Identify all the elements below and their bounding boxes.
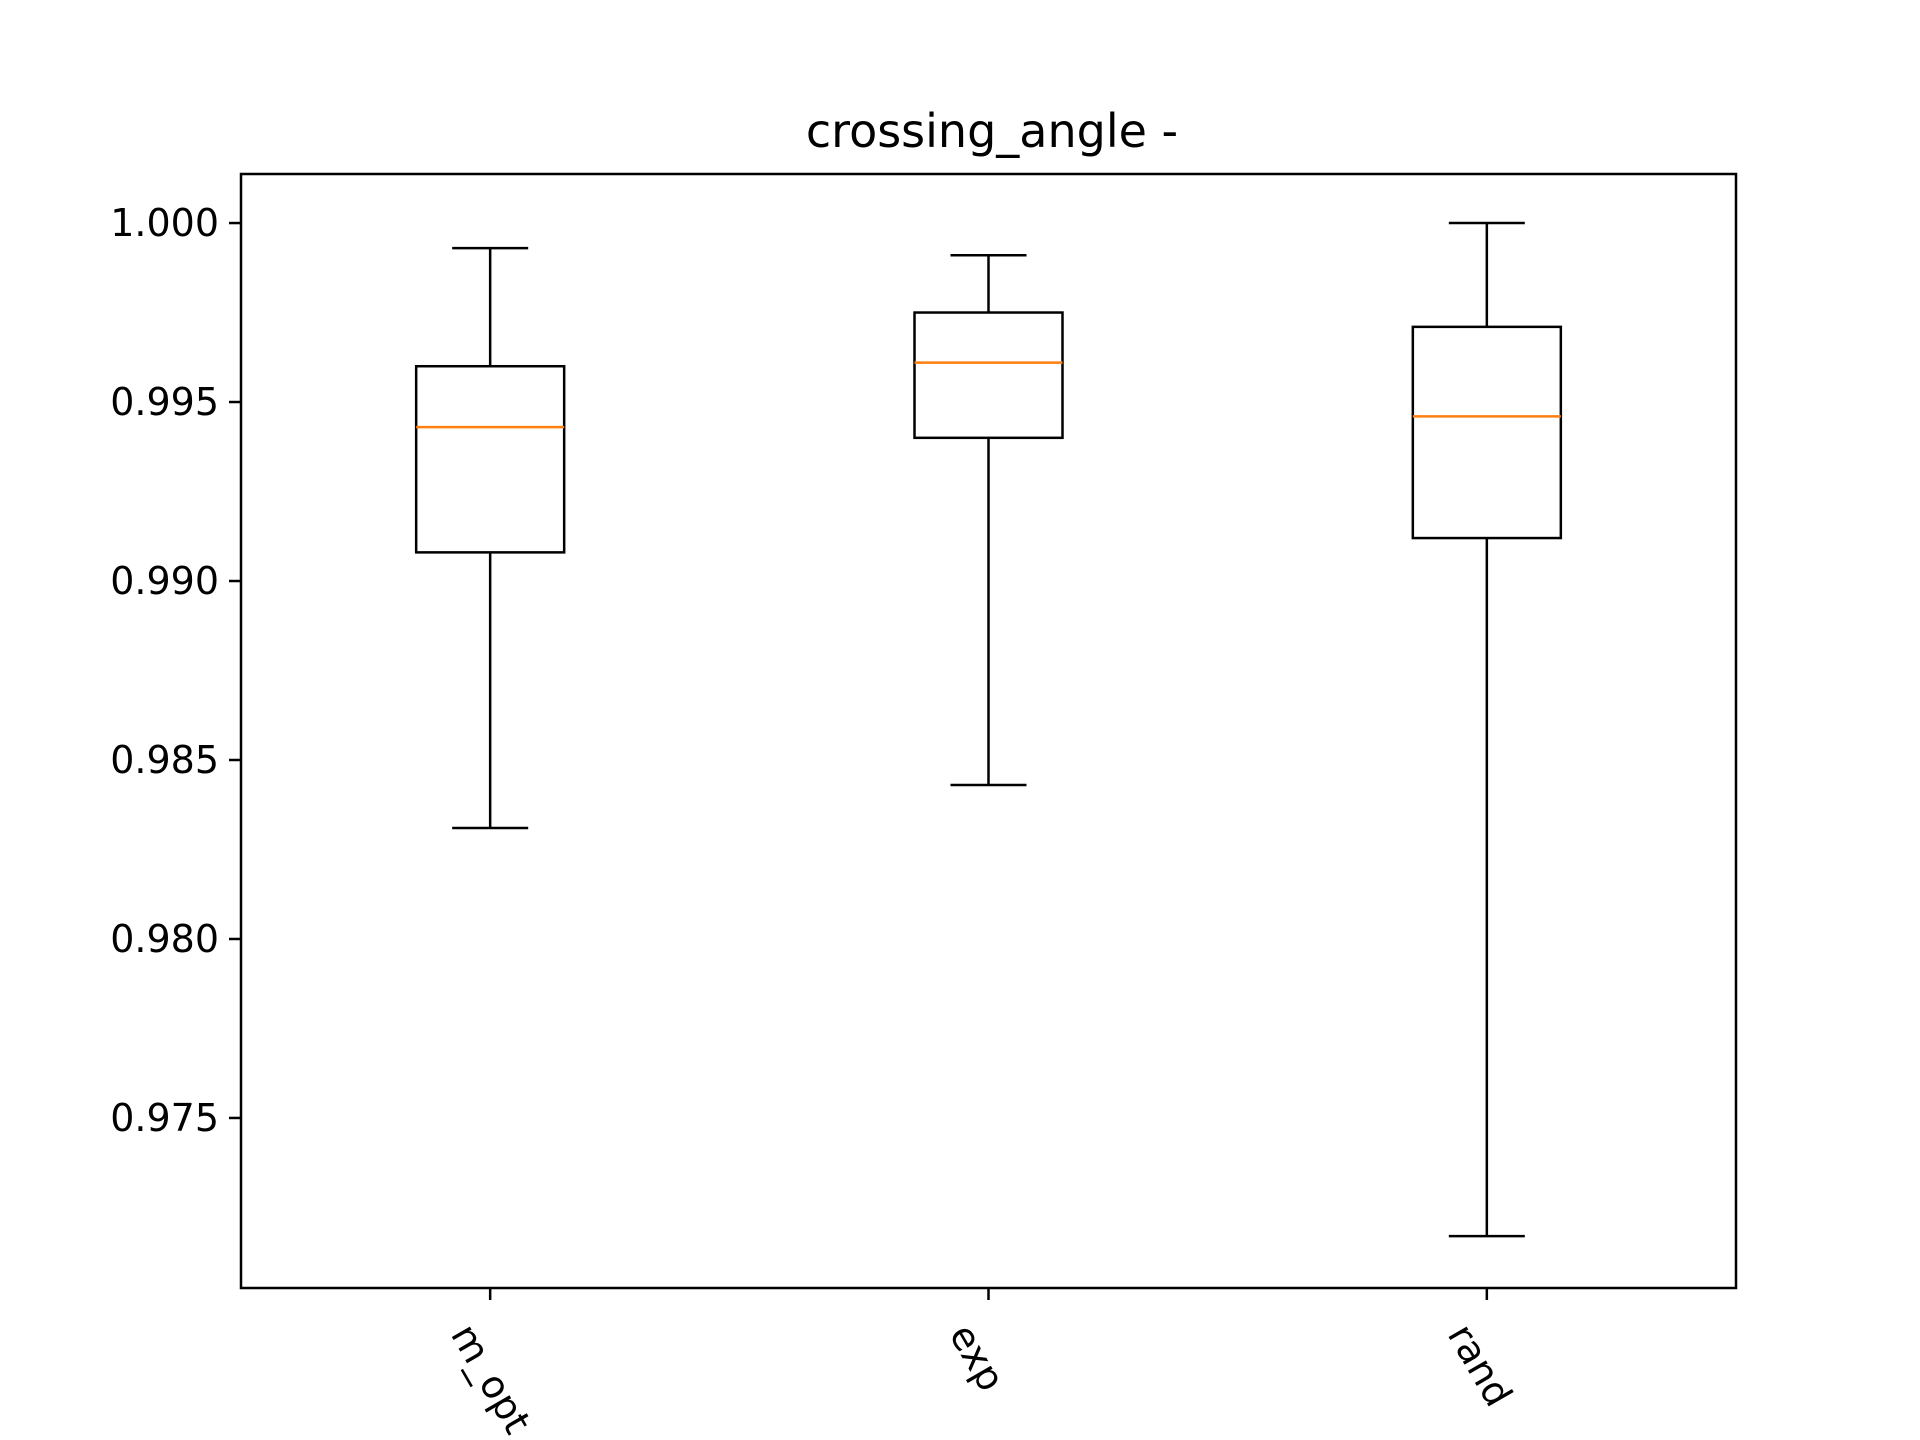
- iqr-box: [913, 311, 1064, 440]
- y-tick-label: 1.000: [110, 201, 219, 245]
- chart-title: crossing_angle -: [806, 104, 1178, 158]
- box-exp: [913, 254, 1064, 787]
- box-rand: [1411, 221, 1563, 1238]
- y-tick-label: 0.975: [110, 1096, 219, 1140]
- boxplot-series: [414, 221, 1563, 1238]
- y-tick-label: 0.985: [110, 738, 219, 782]
- iqr-box: [414, 364, 566, 554]
- y-tick-label: 0.980: [110, 917, 219, 961]
- y-axis: 0.975 0.980 0.985 0.990 0.995 1.000: [110, 201, 241, 1140]
- plot-area-frame: [239, 172, 1738, 1290]
- y-tick-label: 0.995: [110, 380, 219, 424]
- y-tick-label: 0.990: [110, 559, 219, 603]
- box-m-opt: [414, 246, 566, 830]
- iqr-box: [1411, 325, 1563, 540]
